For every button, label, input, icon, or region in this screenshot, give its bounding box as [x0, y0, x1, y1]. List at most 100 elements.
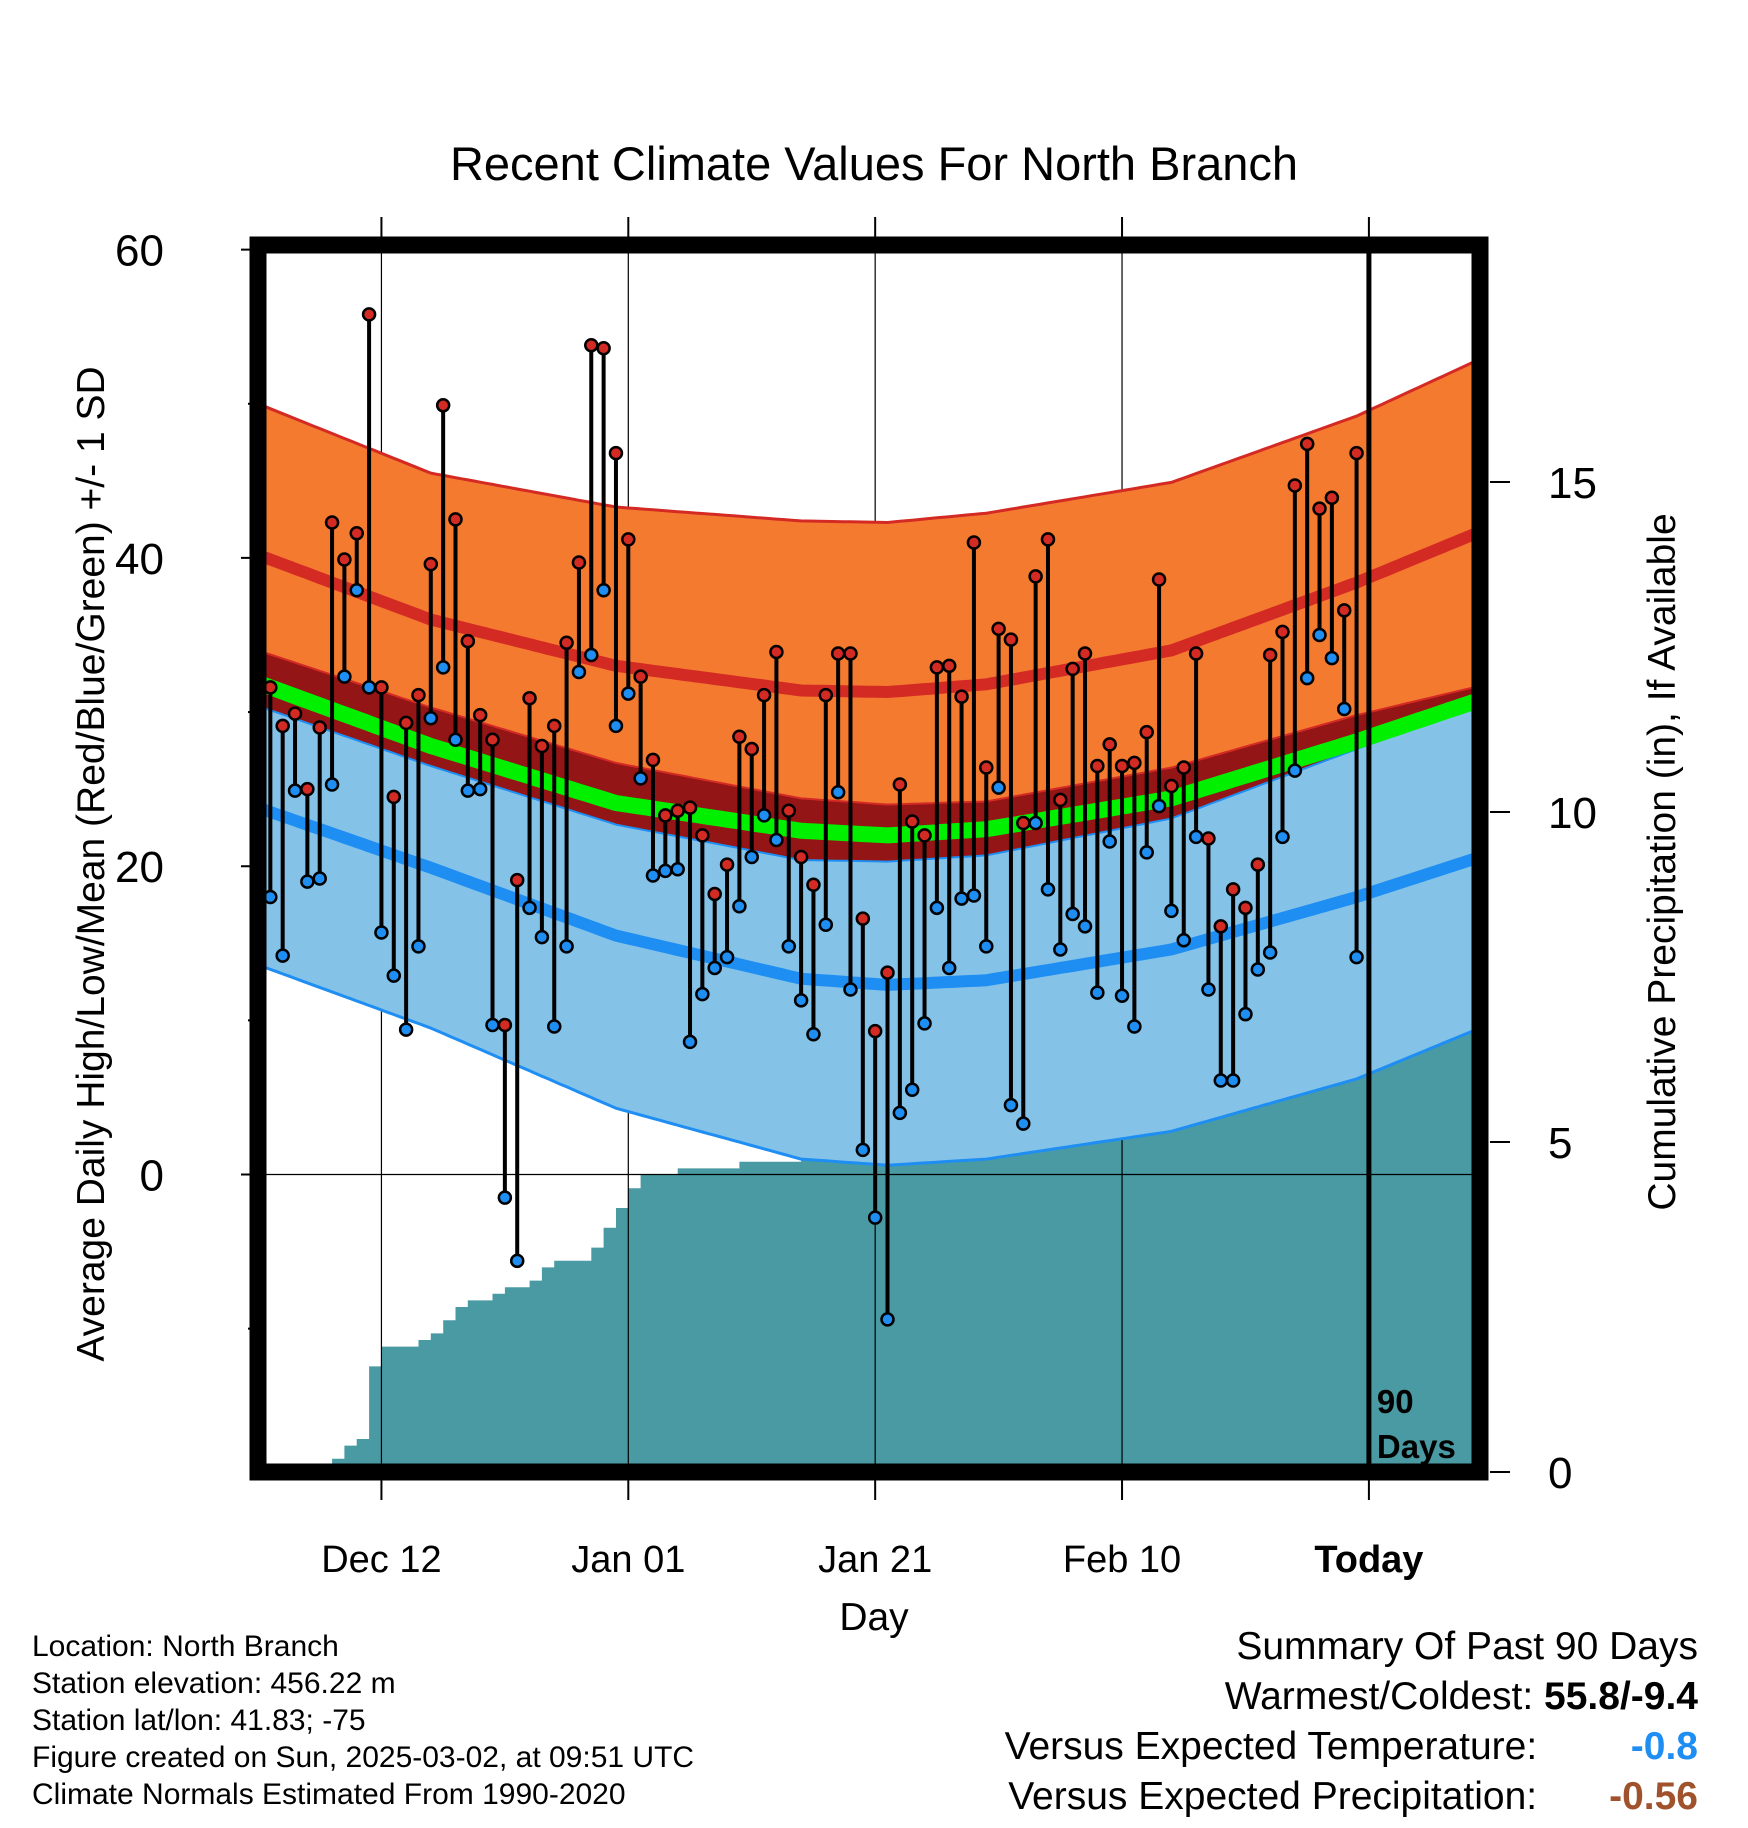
low-point-6	[312, 871, 327, 886]
high-lower-edge	[257, 703, 1481, 863]
low-point-40	[732, 899, 747, 914]
x-axis-title: Day	[839, 1596, 909, 1639]
low-point-79	[1213, 1073, 1229, 1088]
low-point-56	[929, 900, 945, 916]
summary-warmest-row: Warmest/Coldest: 55.8/-9.4	[1005, 1672, 1698, 1722]
low-point-62	[1003, 1097, 1019, 1113]
low-point-7	[324, 777, 340, 792]
high-point-57	[941, 658, 957, 674]
high-point-46	[806, 877, 821, 892]
low-point-37	[695, 986, 710, 1002]
left-tick-label-40: 40	[115, 535, 164, 584]
high-point-78	[1201, 831, 1216, 846]
overlap-band	[258, 650, 1480, 862]
low-point-85	[1287, 763, 1303, 778]
low-point-25	[546, 1019, 562, 1034]
low-point-55	[917, 1016, 932, 1031]
plot-area	[250, 245, 1483, 1472]
high-point-43	[769, 644, 784, 660]
low-point-20	[485, 1017, 500, 1033]
low-point-3	[275, 948, 290, 963]
low-point-36	[682, 1034, 698, 1050]
high-point-11	[374, 680, 389, 695]
right-tick-label-0: 0	[1548, 1449, 1572, 1498]
high-point-8	[337, 552, 352, 567]
x-tick-label-2: Jan 21	[818, 1539, 932, 1581]
high-point-49	[843, 646, 858, 661]
high-point-65	[1040, 532, 1056, 547]
high-point-90	[1349, 445, 1364, 461]
high-point-13	[398, 715, 414, 731]
high-point-87	[1312, 501, 1327, 516]
low-point-5	[300, 874, 315, 889]
summary-precip-row: Versus Expected Precipitation: -0.56	[1005, 1772, 1698, 1822]
high-point-84	[1275, 624, 1290, 640]
low-point-86	[1299, 670, 1315, 686]
precip-label: Versus Expected Precipitation:	[1008, 1775, 1538, 1818]
low-point-34	[658, 863, 673, 879]
low-upper-edge	[257, 649, 1481, 806]
axes: 60 40 20 0 0 5 10 15 Dec 12 Jan 01 Jan 21 Feb 10 Tod…	[70, 217, 1684, 1639]
latlon-text: Station lat/lon: 41.83; -75	[32, 1704, 366, 1737]
normal-mean-line	[255, 675, 1483, 844]
high-point-79	[1213, 919, 1229, 934]
low-point-28	[584, 647, 599, 663]
normals-text: Climate Normals Estimated From 1990-2020	[32, 1778, 626, 1811]
temp-value: -0.8	[1630, 1725, 1698, 1768]
low-point-61	[991, 780, 1006, 795]
high-point-71	[1114, 758, 1130, 774]
high-point-44	[781, 803, 797, 818]
high-point-33	[645, 752, 661, 768]
low-point-27	[571, 664, 587, 680]
high-point-55	[917, 828, 932, 843]
high-point-15	[423, 556, 439, 572]
high-point-73	[1139, 724, 1154, 740]
high-point-12	[386, 789, 402, 805]
location-text: Location: North Branch	[32, 1630, 339, 1663]
high-point-88	[1324, 490, 1340, 506]
high-point-42	[756, 687, 772, 703]
low-point-29	[596, 583, 611, 598]
low-point-41	[744, 849, 759, 865]
high-point-58	[954, 689, 969, 704]
high-point-10	[361, 307, 377, 322]
low-point-89	[1336, 701, 1352, 717]
high-point-18	[460, 633, 476, 649]
high-point-47	[818, 687, 834, 703]
left-tick-label-20: 20	[115, 843, 164, 892]
high-point-38	[707, 886, 722, 902]
high-point-72	[1127, 755, 1142, 771]
elevation-text: Station elevation: 456.22 m	[32, 1667, 396, 1700]
high-point-80	[1225, 882, 1241, 897]
high-point-37	[695, 828, 710, 843]
high-point-34	[658, 808, 673, 823]
high-point-85	[1287, 478, 1303, 493]
low-point-30	[608, 718, 624, 734]
low-point-57	[941, 960, 957, 976]
high-point-16	[435, 398, 451, 413]
high-point-64	[1028, 569, 1043, 584]
summary-temp-row: Versus Expected Temperature: -0.8	[1005, 1722, 1698, 1772]
left-tick-label-60: 60	[115, 227, 164, 276]
normal-high-line	[255, 526, 1483, 699]
high-point-53	[892, 777, 908, 792]
high-point-32	[633, 669, 648, 684]
high-upper-edge	[257, 357, 1481, 525]
x-tick-label-4: Today	[1314, 1539, 1423, 1581]
low-point-14	[411, 939, 426, 954]
high-point-27	[571, 555, 587, 570]
left-tick-label-0: 0	[140, 1151, 164, 1200]
y-axis-title-left: Average Daily High/Low/Mean (Red/Blue/Gr…	[70, 366, 113, 1361]
right-tick-label-10: 10	[1548, 789, 1597, 838]
high-point-51	[867, 1023, 883, 1039]
low-point-71	[1114, 988, 1130, 1003]
low-point-8	[337, 669, 352, 684]
low-point-35	[670, 862, 685, 877]
high-point-60	[979, 760, 994, 775]
low-point-42	[756, 808, 772, 823]
low-point-21	[497, 1190, 513, 1205]
low-point-12	[386, 968, 402, 983]
x-tick-label-1: Jan 01	[571, 1539, 685, 1581]
high-point-20	[485, 732, 500, 748]
low-point-46	[806, 1026, 821, 1042]
